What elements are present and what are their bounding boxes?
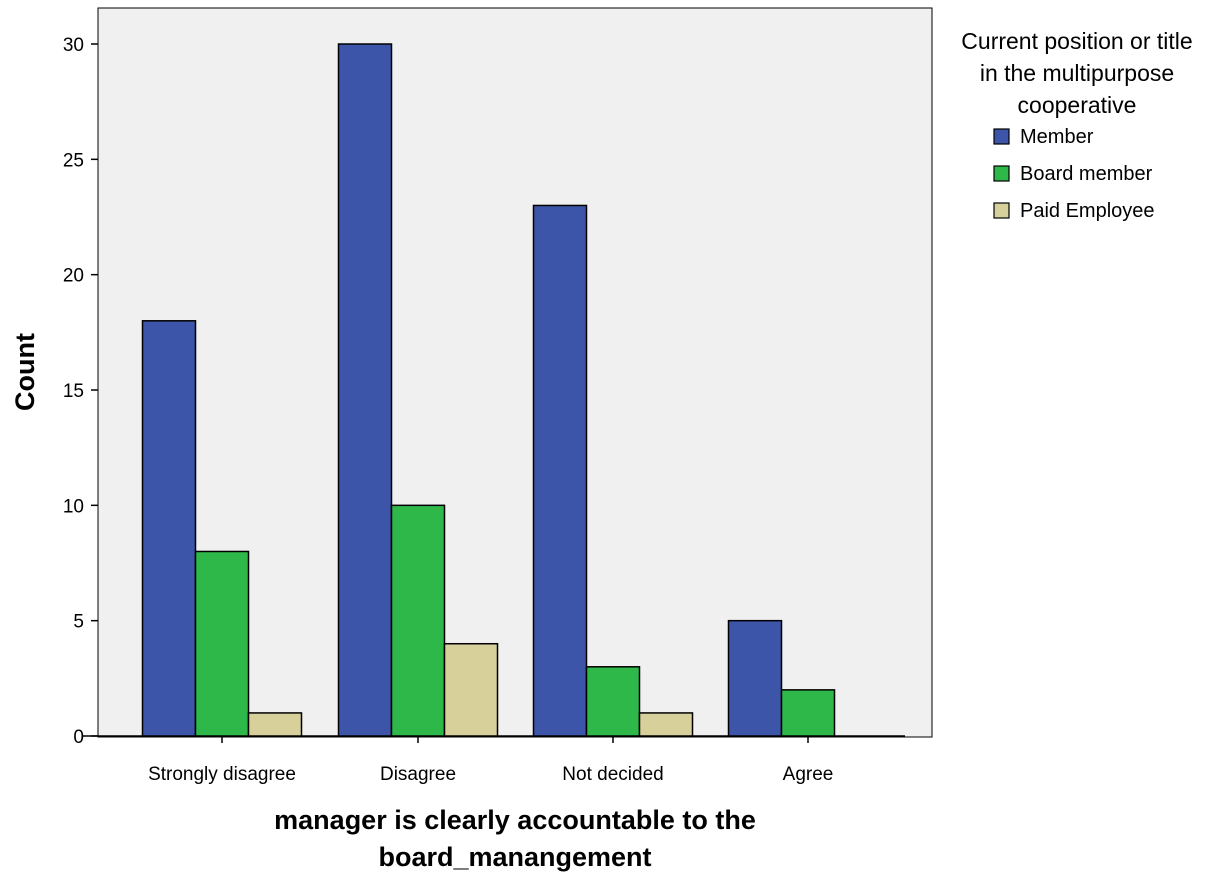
legend: Current position or title in the multipu… (961, 28, 1192, 222)
bar-board-member (194, 550, 250, 737)
x-axis: Strongly disagree Disagree Not decided Agre… (148, 736, 833, 785)
x-tick-label: Disagree (380, 764, 456, 785)
bar-paid-employee (443, 642, 499, 737)
x-tick-label: Strongly disagree (148, 764, 296, 785)
y-tick-label: 20 (63, 266, 84, 287)
bar-member (337, 43, 393, 737)
y-tick-label: 5 (73, 612, 84, 633)
bar-member (141, 320, 197, 737)
y-axis-title: Count (10, 333, 40, 411)
y-tick-label: 0 (73, 727, 84, 748)
y-tick-label: 25 (63, 150, 84, 171)
bar-paid-employee (247, 712, 303, 737)
bar-paid-employee (638, 712, 694, 737)
bar-board-member (585, 666, 641, 737)
legend-title-line-2: in the multipurpose (980, 60, 1174, 86)
legend-label: Board member (1020, 163, 1153, 185)
legend-swatch (993, 128, 1010, 145)
legend-swatch (993, 165, 1010, 182)
legend-label: Member (1020, 126, 1094, 148)
legend-swatch (993, 202, 1010, 219)
bar-board-member (390, 504, 446, 737)
y-tick-label: 10 (63, 496, 84, 517)
bar-board-member (780, 689, 836, 737)
bar-member (532, 204, 588, 737)
x-tick-label: Agree (783, 764, 834, 785)
legend-title-line-1: Current position or title (961, 28, 1192, 54)
legend-label: Paid Employee (1020, 200, 1155, 222)
legend-title-line-3: cooperative (1018, 92, 1137, 118)
x-tick-label: Not decided (562, 764, 663, 785)
y-tick-label: 30 (63, 35, 84, 56)
bar-member (727, 619, 783, 737)
x-axis-title-line-1: manager is clearly accountable to the (274, 805, 756, 835)
bars (141, 43, 836, 737)
x-axis-title-line-2: board_manangement (378, 842, 651, 872)
y-tick-label: 15 (63, 381, 84, 402)
